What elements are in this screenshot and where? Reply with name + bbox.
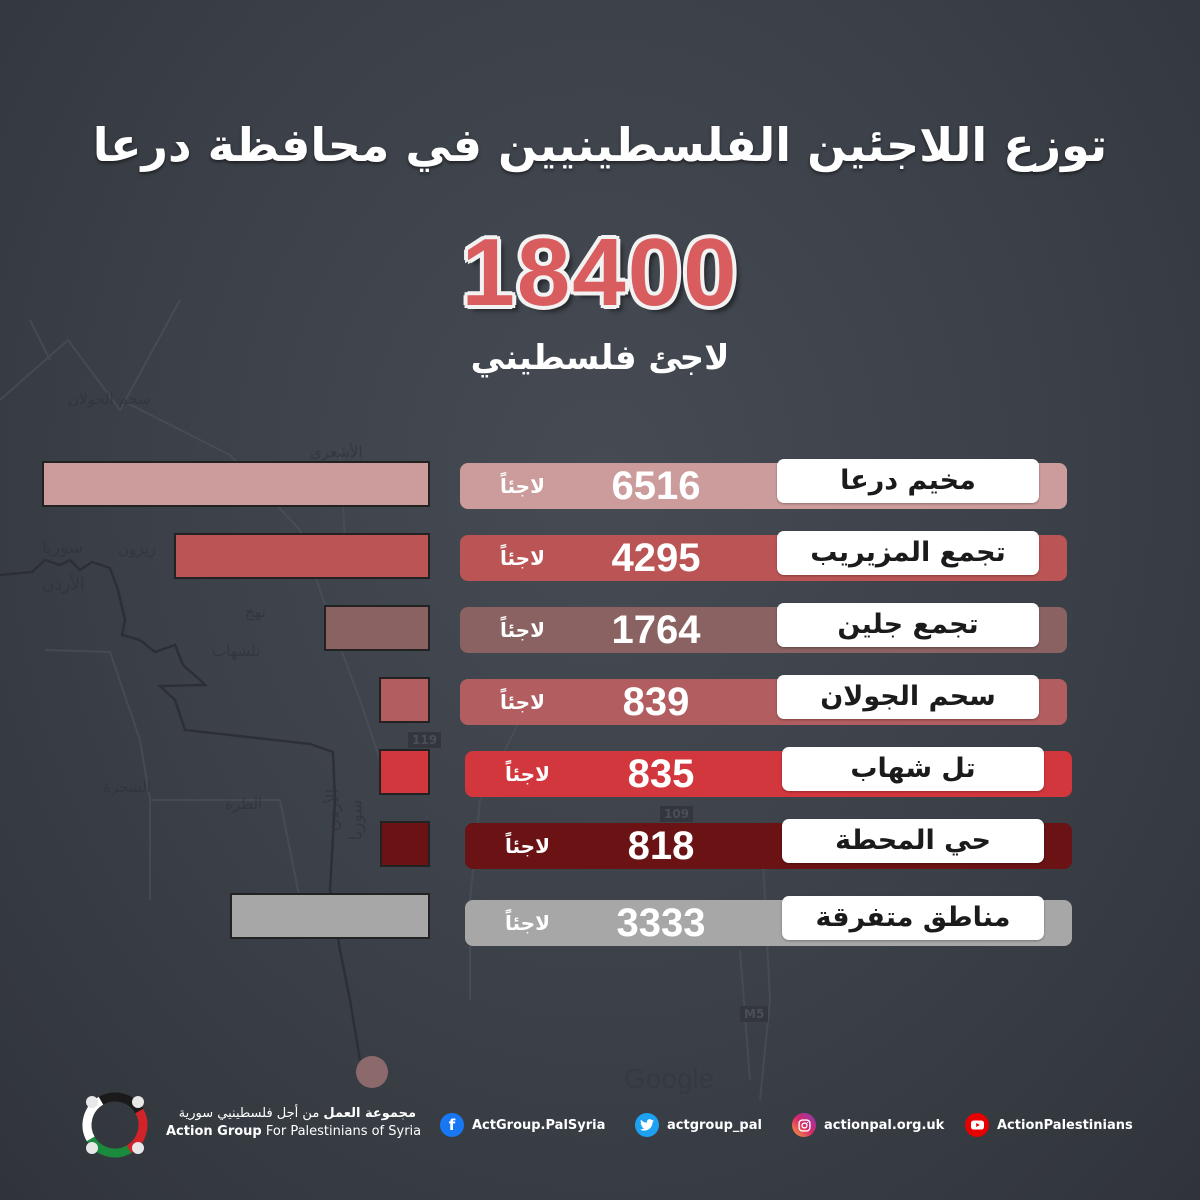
map-label-nahj: نهج <box>245 603 266 621</box>
website-link[interactable]: actionpal.org.uk <box>792 1112 944 1138</box>
row-scattered-areas: مناطق متفرقة 3333 لاجئاً <box>465 896 1072 946</box>
map-label-syria: سوريا <box>42 538 84 558</box>
refugee-count: 818 <box>627 824 695 868</box>
row-daraa-camp: مخيم درعا 6516 لاجئاً <box>460 459 1067 509</box>
org-name-english: Action Group For Palestinians of Syria <box>166 1124 421 1139</box>
map-label-tura: الطرة <box>225 795 263 813</box>
row-sahem-golan: سحم الجولان 839 لاجئاً <box>460 675 1067 725</box>
location-label: سحم الجولان <box>777 675 1039 719</box>
bar-daraa-camp <box>42 461 430 507</box>
facebook-handle: ActGroup.PalSyria <box>472 1117 606 1133</box>
total-refugees-number: 18400 <box>461 219 739 326</box>
row-muzayrib: تجمع المزيريب 4295 لاجئاً <box>460 531 1067 581</box>
page-title: توزع اللاجئين الفلسطينيين في محافظة درعا <box>92 118 1108 172</box>
location-label: حي المحطة <box>782 819 1044 863</box>
location-label: تل شهاب <box>782 747 1044 791</box>
org-name-english-bold: Action Group <box>166 1124 262 1139</box>
refugee-unit: لاجئاً <box>505 911 550 935</box>
location-label: مناطق متفرقة <box>782 896 1044 940</box>
refugee-count: 3333 <box>616 901 706 945</box>
map-label-shajara: الشجرة <box>103 778 151 796</box>
total-refugees-caption: لاجئ فلسطيني <box>470 338 730 378</box>
twitter-link[interactable]: actgroup_pal <box>635 1112 762 1138</box>
map-label-tal-shihab: تلشهاب <box>212 642 261 660</box>
map-label-syria-2: سوريا <box>346 799 367 841</box>
facebook-link[interactable]: f ActGroup.PalSyria <box>440 1112 605 1138</box>
bar-scattered-areas <box>230 893 430 939</box>
bar-muzayrib <box>174 533 430 579</box>
road-m5-shield: M5 <box>740 1006 769 1022</box>
refugee-unit: لاجئاً <box>505 834 550 858</box>
refugee-count: 6516 <box>611 464 701 508</box>
location-label: تجمع جلين <box>777 603 1039 647</box>
facebook-icon: f <box>440 1113 464 1137</box>
location-label: مخيم درعا <box>777 459 1039 503</box>
refugee-count: 839 <box>622 680 690 724</box>
twitter-handle: actgroup_pal <box>667 1117 762 1133</box>
youtube-icon <box>965 1113 989 1137</box>
twitter-icon <box>635 1113 659 1137</box>
location-label: تجمع المزيريب <box>777 531 1039 575</box>
refugee-unit: لاجئاً <box>500 474 545 498</box>
row-jillin: تجمع جلين 1764 لاجئاً <box>460 603 1067 653</box>
bar-station-district <box>380 821 430 867</box>
map-label-ashari: الأشعري <box>310 443 363 461</box>
road-109-shield: 109 <box>660 806 694 822</box>
bar-sahem-golan <box>379 677 430 723</box>
row-tal-shihab: تل شهاب 835 لاجئاً <box>465 747 1072 797</box>
refugee-count: 4295 <box>611 536 701 580</box>
action-group-logo <box>82 1092 148 1158</box>
row-station-district: حي المحطة 818 لاجئاً <box>465 819 1072 869</box>
website-handle: actionpal.org.uk <box>824 1117 945 1133</box>
footer: مجموعة العمل من أجل فلسطينيي سورية Actio… <box>0 1090 1200 1160</box>
org-name-arabic-rest: من أجل فلسطينيي سورية <box>178 1106 320 1121</box>
bar-jillin <box>324 605 430 651</box>
map-label-jordan: الأردن <box>42 575 85 595</box>
refugee-unit: لاجئاً <box>500 690 545 714</box>
refugee-count: 835 <box>627 752 695 796</box>
refugee-unit: لاجئاً <box>505 762 550 786</box>
org-name-arabic-bold: مجموعة العمل <box>323 1106 416 1121</box>
bar-tal-shihab <box>379 749 430 795</box>
refugee-count: 1764 <box>611 608 701 652</box>
org-name-arabic: مجموعة العمل من أجل فلسطينيي سورية <box>166 1106 416 1121</box>
refugee-unit: لاجئاً <box>500 546 545 570</box>
refugee-unit: لاجئاً <box>500 618 545 642</box>
map-label-zayzoun: زيزون <box>118 540 156 558</box>
map-marker-dot <box>356 1056 388 1088</box>
map-label-jordan-2: الأردن <box>323 788 344 832</box>
youtube-handle: ActionPalestinians <box>997 1117 1133 1133</box>
map-label-sahem: سحم الجولان <box>68 390 151 408</box>
road-119-shield: 119 <box>408 732 442 748</box>
instagram-icon <box>792 1113 816 1137</box>
youtube-link[interactable]: ActionPalestinians <box>965 1112 1133 1138</box>
org-name-english-rest: For Palestinians of Syria <box>265 1124 422 1139</box>
